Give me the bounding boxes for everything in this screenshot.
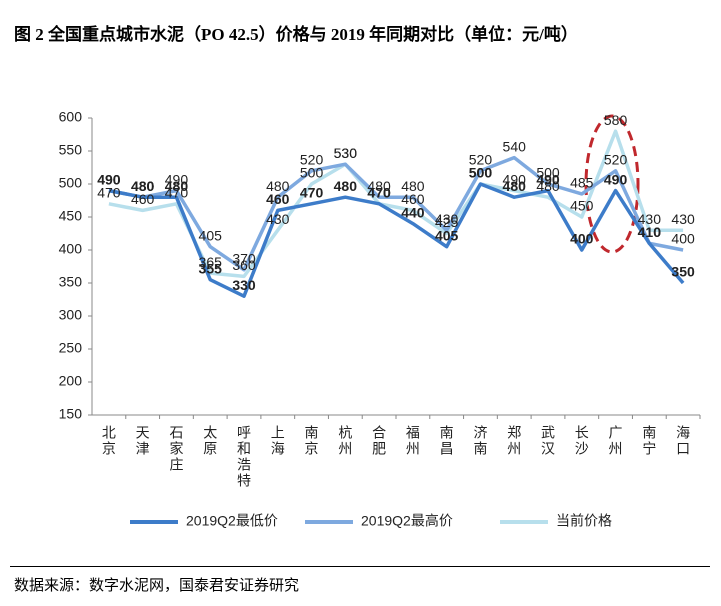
x-tick-label: 长沙 [574, 425, 590, 457]
legend-label: 2019Q2最低价 [186, 513, 278, 529]
value-label: 470 [165, 185, 189, 201]
value-label: 470 [367, 185, 391, 201]
value-label: 425 [435, 214, 459, 230]
value-label: 460 [266, 191, 290, 207]
value-label: 580 [604, 112, 628, 128]
value-label: 500 [469, 165, 493, 181]
value-label: 330 [232, 277, 256, 293]
value-label: 460 [401, 191, 425, 207]
x-tick-label: 武汉 [540, 425, 556, 457]
value-label: 430 [266, 211, 290, 227]
value-label: 485 [570, 175, 594, 191]
value-label: 480 [503, 178, 527, 194]
value-label: 370 [232, 251, 256, 267]
value-label: 540 [503, 138, 527, 154]
chart-title: 图 2 全国重点城市水泥（PO 42.5）价格与 2019 年同期对比（单位：元… [14, 25, 578, 44]
value-label: 500 [469, 165, 493, 181]
x-tick-label: 呼和浩特 [236, 425, 252, 489]
x-tick-label: 南昌 [439, 425, 455, 457]
x-tick-label: 天津 [135, 425, 151, 457]
y-tick-label: 450 [59, 208, 83, 224]
value-label: 430 [435, 211, 459, 227]
value-label: 530 [334, 145, 358, 161]
value-label: 480 [401, 178, 425, 194]
value-label: 400 [570, 231, 594, 247]
value-label: 410 [638, 224, 662, 240]
y-tick-label: 600 [59, 109, 83, 125]
legend-label: 当前价格 [556, 513, 612, 529]
y-tick-label: 300 [59, 307, 83, 323]
y-tick-label: 550 [59, 142, 83, 158]
value-label: 430 [671, 211, 695, 227]
x-tick-label: 济南 [472, 425, 488, 457]
value-label: 490 [536, 171, 560, 187]
value-label: 470 [300, 185, 324, 201]
divider [10, 566, 710, 567]
y-tick-label: 350 [59, 274, 83, 290]
chart: 150 200 250 300 350 400 450 500 550 600 北京 天津 石家庄 太原呼… [59, 109, 701, 529]
value-label: 470 [367, 185, 391, 201]
value-label: 480 [131, 178, 155, 194]
value-label: 480 [334, 178, 358, 194]
x-tick-label: 南京 [304, 425, 320, 457]
value-label: 490 [503, 171, 527, 187]
x-tick-label: 广州 [608, 425, 624, 457]
source-note: 数据来源：数字水泥网，国泰君安证券研究 [14, 578, 300, 594]
y-tick-label: 500 [59, 175, 83, 191]
value-label: 360 [232, 257, 256, 273]
x-tick-label: 福州 [405, 425, 421, 457]
value-label: 520 [604, 152, 628, 168]
x-tick-label: 石家庄 [168, 425, 184, 473]
value-label: 490 [604, 171, 628, 187]
value-label: 350 [671, 264, 695, 280]
value-label: 490 [97, 171, 121, 187]
value-label: 490 [97, 171, 121, 187]
series-line [108, 129, 684, 279]
value-label: 410 [638, 224, 662, 240]
value-label: 450 [570, 198, 594, 214]
y-tick-label: 400 [59, 241, 83, 257]
value-label: 520 [300, 152, 324, 168]
legend-label: 2019Q2最高价 [361, 513, 453, 529]
value-label: 500 [536, 165, 560, 181]
value-label: 405 [435, 227, 459, 243]
x-tick-label: 合肥 [371, 425, 387, 457]
x-tick-label: 杭州 [337, 425, 353, 457]
value-label: 530 [334, 145, 358, 161]
value-label: 440 [401, 204, 425, 220]
value-label: 520 [469, 152, 493, 168]
series-line [108, 155, 684, 272]
x-tick-label: 海口 [675, 425, 691, 457]
value-label: 480 [131, 178, 155, 194]
value-label: 480 [165, 178, 189, 194]
x-tick-label: 北京 [101, 425, 117, 457]
value-label: 480 [536, 178, 560, 194]
value-label: 460 [131, 191, 155, 207]
x-tick-label: 太原 [202, 425, 218, 457]
value-label: 480 [367, 178, 391, 194]
x-tick-label: 南宁 [641, 425, 657, 457]
value-label: 430 [638, 211, 662, 227]
y-tick-label: 200 [59, 373, 83, 389]
x-tick-label: 上海 [270, 425, 286, 457]
series-line [108, 182, 685, 298]
value-label: 470 [97, 185, 121, 201]
value-label: 490 [165, 171, 189, 187]
value-label: 400 [671, 231, 695, 247]
y-tick-label: 250 [59, 340, 83, 356]
value-label: 365 [199, 254, 223, 270]
highlight-ellipse [584, 114, 640, 254]
value-label: 355 [199, 260, 223, 276]
value-label: 480 [266, 178, 290, 194]
x-tick-label: 郑州 [506, 425, 522, 457]
y-tick-label: 150 [59, 406, 83, 422]
value-label: 500 [300, 165, 324, 181]
value-label: 405 [199, 227, 223, 243]
